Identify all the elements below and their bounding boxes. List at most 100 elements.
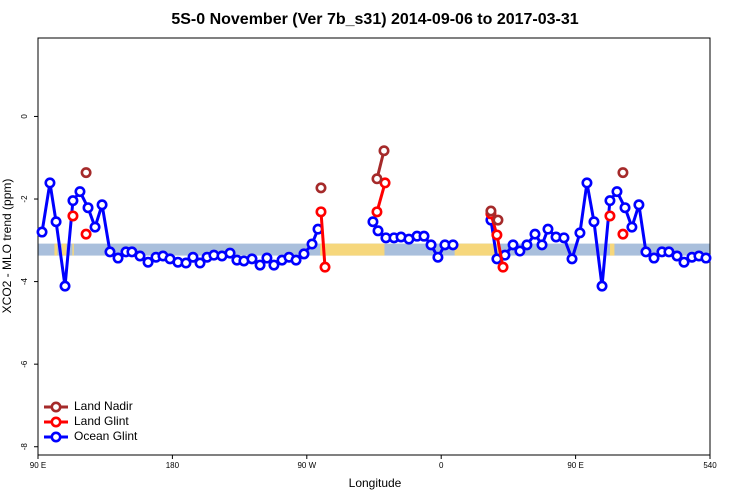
data-point [372, 225, 384, 237]
data-point [447, 239, 459, 251]
data-point [558, 232, 570, 244]
x-tick-label: 0 [439, 461, 444, 470]
data-point [80, 228, 92, 240]
data-point [432, 251, 444, 263]
data-point [425, 239, 437, 251]
data-point [315, 206, 327, 218]
data-point [514, 245, 526, 257]
x-tick-label: 540 [703, 461, 717, 470]
data-point [187, 251, 199, 263]
legend-marker [50, 401, 62, 413]
data-point [485, 205, 497, 217]
data-point [491, 229, 503, 241]
chart-title: 5S-0 November (Ver 7b_s31) 2014-09-06 to… [171, 11, 578, 28]
data-point [50, 216, 62, 228]
x-tick-label: 180 [166, 461, 180, 470]
data-point [298, 248, 310, 260]
data-point [492, 214, 504, 226]
data-point [134, 250, 146, 262]
y-tick-label: -2 [20, 195, 29, 203]
data-point [678, 256, 690, 268]
data-point [604, 210, 616, 222]
data-point [82, 202, 94, 214]
data-point [67, 210, 79, 222]
data-point [507, 239, 519, 251]
data-point [536, 239, 548, 251]
y-tick-label: -6 [20, 360, 29, 368]
y-tick-label: 0 [20, 114, 29, 119]
band-segment [454, 243, 500, 256]
series-line [319, 211, 327, 268]
data-point [574, 227, 586, 239]
band-segment [54, 243, 58, 256]
data-point [367, 216, 379, 228]
data-point [611, 186, 623, 198]
x-tick-label: 90 E [30, 461, 46, 470]
data-point [142, 256, 154, 268]
data-point [619, 202, 631, 214]
data-point [371, 173, 383, 185]
legend-marker [50, 431, 62, 443]
data-point [581, 177, 593, 189]
band-segment [61, 243, 67, 256]
data-point [96, 199, 108, 211]
data-point [59, 280, 71, 292]
data-point [74, 186, 86, 198]
data-point [604, 195, 616, 207]
data-point [648, 252, 660, 264]
data-point [306, 238, 318, 250]
legend-label: Land Nadir [74, 399, 133, 413]
data-point [626, 221, 638, 233]
data-point [36, 226, 48, 238]
data-point [521, 239, 533, 251]
data-point [112, 252, 124, 264]
data-point [671, 250, 683, 262]
legend-label: Land Glint [74, 414, 129, 428]
data-point [640, 246, 652, 258]
data-point [542, 223, 554, 235]
data-point [418, 230, 430, 242]
x-tick-label: 90 W [297, 461, 316, 470]
legend-label: Ocean Glint [74, 429, 138, 443]
data-point [224, 247, 236, 259]
data-point [315, 182, 327, 194]
data-point [180, 257, 192, 269]
data-point [44, 177, 56, 189]
data-point [246, 253, 258, 265]
band-segment [72, 243, 74, 256]
data-point [80, 167, 92, 179]
y-tick-label: -4 [20, 277, 29, 285]
data-point [566, 253, 578, 265]
x-tick-label: 90 E [567, 461, 583, 470]
data-point [378, 145, 390, 157]
y-axis-label: XCO2 - MLO trend (ppm) [0, 179, 14, 314]
data-point [104, 246, 116, 258]
data-point [261, 252, 273, 264]
data-point [497, 261, 509, 273]
data-point [633, 199, 645, 211]
data-point [371, 206, 383, 218]
y-tick-label: -8 [20, 443, 29, 451]
data-point [617, 167, 629, 179]
data-point [126, 246, 138, 258]
data-point [596, 280, 608, 292]
data-point [254, 259, 266, 271]
data-point [588, 216, 600, 228]
data-point [290, 254, 302, 266]
plot-frame [37, 37, 711, 456]
legend-marker [50, 416, 62, 428]
data-point [700, 252, 712, 264]
x-axis-label: Longitude [349, 476, 402, 490]
band-segment [609, 243, 615, 256]
series-line [489, 182, 707, 287]
data-point [194, 257, 206, 269]
data-point [379, 177, 391, 189]
band-segment [320, 243, 385, 256]
data-point [67, 195, 79, 207]
data-point [663, 246, 675, 258]
data-point [617, 228, 629, 240]
data-point [268, 259, 280, 271]
data-point [319, 261, 331, 273]
data-point [89, 221, 101, 233]
